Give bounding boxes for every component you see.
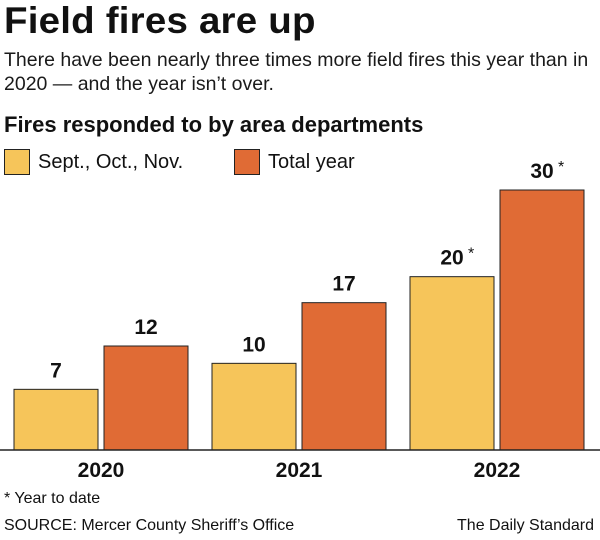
asterisk-sept-oct-nov-2022: * xyxy=(468,246,474,263)
data-label-sept-oct-nov-2020: 7 xyxy=(50,359,62,382)
source-line: SOURCE: Mercer County Sheriff’s Office xyxy=(4,517,295,534)
data-label-total-year-2020: 12 xyxy=(134,316,157,339)
bar-total-year-2022 xyxy=(499,189,585,451)
bar-sept-oct-nov-2022 xyxy=(409,276,495,451)
legend-item-total-year: Total year xyxy=(234,148,355,176)
x-tick-label-2020: 2020 xyxy=(78,459,125,482)
x-tick-label-2021: 2021 xyxy=(276,459,323,482)
bar-sept-oct-nov-2021 xyxy=(211,362,297,451)
footnote: * Year to date xyxy=(4,490,101,507)
x-tick-label-2022: 2022 xyxy=(474,459,521,482)
data-label-total-year-2021: 17 xyxy=(332,273,355,296)
chart-title: Fires responded to by area departments xyxy=(4,112,424,137)
legend-item-sept-oct-nov: Sept., Oct., Nov. xyxy=(4,148,183,176)
data-label-sept-oct-nov-2021: 10 xyxy=(242,333,265,356)
legend-swatch-sept-oct-nov xyxy=(4,149,30,175)
asterisk-total-year-2022: * xyxy=(558,159,564,176)
bar-total-year-2020 xyxy=(103,345,189,451)
legend-label-sept-oct-nov: Sept., Oct., Nov. xyxy=(38,150,184,173)
bar-sept-oct-nov-2020 xyxy=(13,388,99,451)
data-label-total-year-2022: 30 xyxy=(530,160,553,183)
publication-credit: The Daily Standard xyxy=(457,517,594,534)
legend-label-total-year: Total year xyxy=(268,150,355,173)
data-label-sept-oct-nov-2022: 20 xyxy=(440,247,463,270)
bar-total-year-2021 xyxy=(301,302,387,451)
legend-swatch-total-year xyxy=(234,149,260,175)
deck-text: There have been nearly three times more … xyxy=(4,49,589,95)
headline: Field fires are up xyxy=(4,0,316,41)
